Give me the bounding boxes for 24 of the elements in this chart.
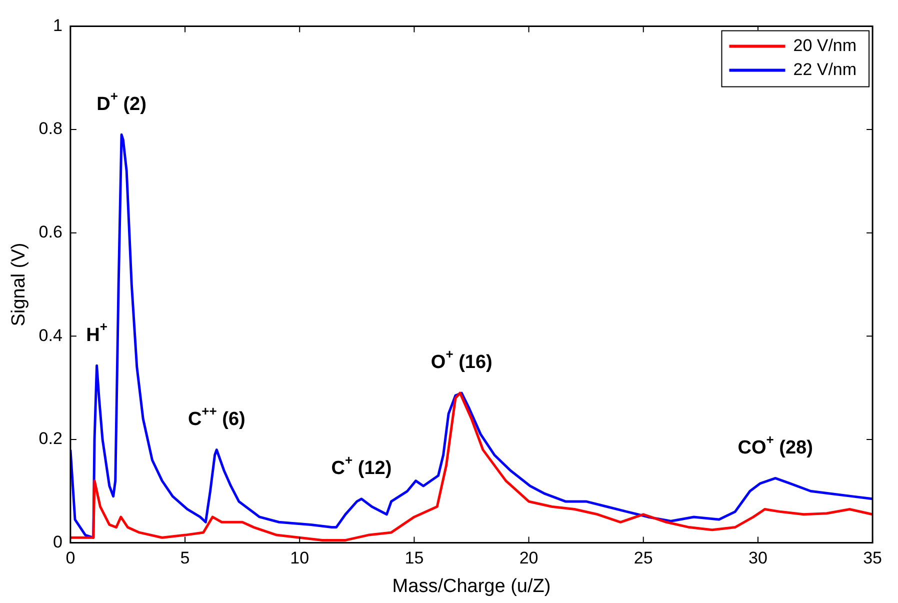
annotation: CO+ (28)	[738, 432, 813, 458]
y-tick-label: 1	[52, 16, 62, 35]
x-tick-label: 10	[290, 548, 310, 568]
x-tick-label: 30	[748, 548, 768, 568]
x-tick-label: 15	[404, 548, 424, 568]
y-axis-title: Signal (V)	[8, 242, 30, 326]
annotation: C+ (12)	[331, 452, 392, 480]
x-tick-label: 20	[519, 548, 538, 568]
y-tick-label: 0.2	[38, 429, 62, 448]
annotation: C++ (6)	[188, 403, 246, 430]
y-tick-label: 0.4	[38, 326, 62, 345]
annotation: D+ (2)	[96, 88, 146, 115]
y-tick-label: 0.6	[38, 222, 62, 242]
legend-label: 22 V/nm	[793, 60, 857, 79]
y-tick-label: 0	[52, 532, 62, 552]
x-tick-label: 5	[180, 548, 190, 568]
x-tick-label: 0	[66, 548, 76, 568]
annotation: H+	[86, 319, 108, 346]
x-tick-label: 35	[863, 548, 882, 568]
y-tick-label: 0.8	[38, 119, 62, 138]
annotation: O+ (16)	[430, 346, 492, 374]
x-axis-title: Mass/Charge (u/Z)	[392, 576, 551, 597]
x-tick-label: 25	[634, 548, 653, 568]
legend-label: 20 V/nm	[793, 36, 857, 55]
